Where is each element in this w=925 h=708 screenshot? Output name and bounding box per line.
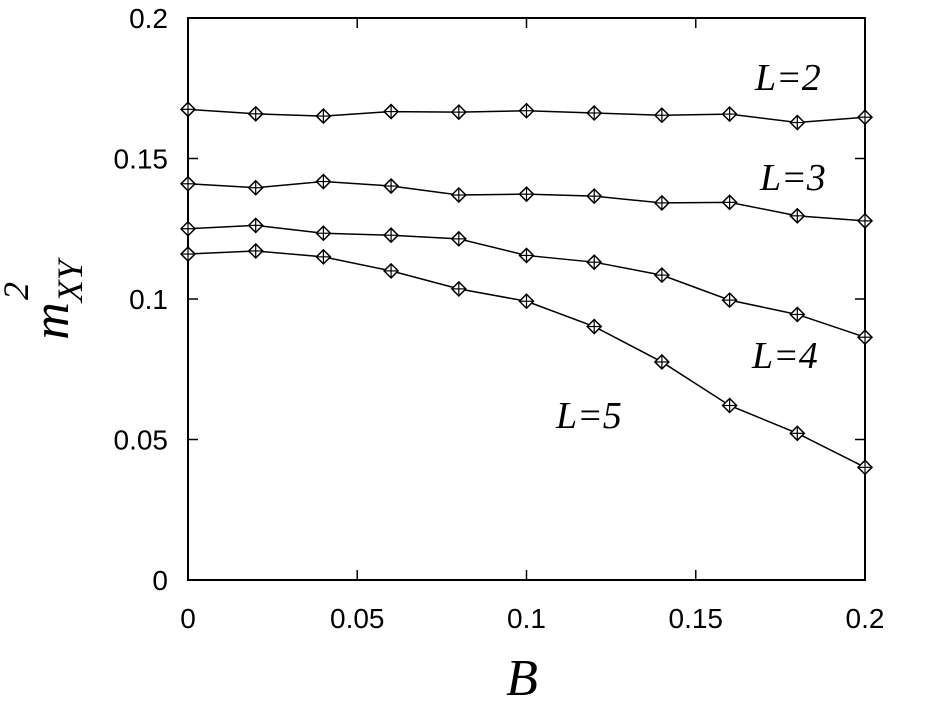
data-point [450, 230, 467, 247]
data-point [789, 114, 806, 131]
data-point [383, 227, 400, 244]
data-point [450, 280, 467, 297]
data-point [856, 329, 874, 346]
data-point [518, 293, 535, 310]
y-tick-label: 0.2 [129, 3, 168, 34]
y-tick-label: 0.1 [129, 284, 168, 315]
data-point [383, 262, 400, 279]
data-point [653, 267, 670, 284]
data-point [856, 109, 874, 126]
data-point [179, 245, 197, 263]
x-axis-title: B [506, 650, 538, 707]
data-point [450, 104, 467, 121]
data-point [721, 397, 738, 414]
x-tick-label: 0.05 [330, 603, 385, 634]
data-point [586, 188, 603, 205]
x-tick-label: 0.2 [846, 603, 885, 634]
data-point [247, 105, 264, 122]
x-tick-label: 0 [180, 603, 196, 634]
data-point [789, 425, 806, 442]
data-point [315, 225, 332, 242]
series-label-3: L=5 [555, 395, 622, 437]
data-point [179, 175, 197, 192]
data-point [586, 104, 603, 122]
data-point [247, 179, 264, 196]
series-label-2: L=4 [751, 335, 818, 377]
data-point [653, 194, 670, 211]
y-tick-label: 0.05 [114, 425, 169, 456]
data-point [179, 101, 197, 118]
axis-ticks: 0 0.05 0.1 0.15 0.2 0 0.05 0.1 0.15 0.2 [114, 3, 885, 634]
data-point [247, 217, 264, 234]
data-point [518, 102, 535, 119]
data-point [450, 186, 467, 204]
data-point [653, 353, 670, 371]
y-tick-label: 0 [152, 565, 168, 596]
data-point [383, 103, 400, 120]
x-tick-label: 0.15 [669, 603, 724, 634]
svg-text:mXY: mXY [23, 256, 90, 340]
data-point [315, 108, 332, 125]
data-point [179, 220, 197, 237]
data-point [383, 177, 400, 195]
series-line-2 [187, 224, 866, 338]
series-markers [179, 101, 874, 476]
data-point [856, 459, 874, 476]
y-axis-title: mXY 2 [0, 256, 90, 340]
data-point [721, 194, 738, 211]
data-point [315, 248, 332, 265]
data-point [247, 242, 264, 260]
data-point [721, 106, 738, 123]
data-point [789, 306, 806, 323]
data-point [315, 173, 332, 190]
y-axis-title-subscript: XY [50, 256, 90, 304]
y-axis-title-superscript: 2 [0, 282, 36, 300]
data-point [518, 247, 535, 264]
data-point [789, 207, 806, 224]
data-point [721, 292, 738, 309]
series-label-0: L=2 [754, 57, 821, 99]
data-point [586, 318, 603, 335]
data-point [653, 107, 670, 124]
data-point [518, 186, 535, 203]
series-labels: L=2 L=3 L=4 L=5 [555, 57, 826, 437]
data-point [586, 254, 603, 271]
y-axis-title-base: m [23, 302, 80, 340]
y-tick-label: 0.15 [114, 144, 169, 175]
x-tick-label: 0.1 [507, 603, 546, 634]
data-point [856, 212, 874, 229]
series-label-1: L=3 [759, 157, 826, 199]
